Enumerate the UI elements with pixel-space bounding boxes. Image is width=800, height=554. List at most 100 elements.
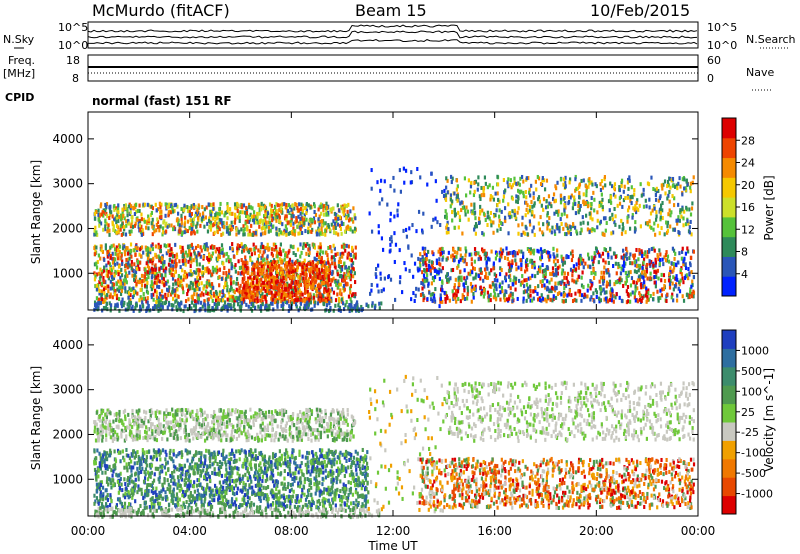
range-cell: [255, 275, 258, 280]
range-cell: [143, 274, 147, 279]
range-cell: [474, 216, 477, 221]
range-cell: [277, 251, 281, 256]
range-cell: [248, 290, 251, 295]
range-cell: [273, 247, 276, 252]
range-cell: [273, 285, 276, 290]
range-cell: [692, 275, 695, 280]
range-cell: [114, 229, 117, 234]
range-cell: [258, 270, 261, 275]
range-cell: [426, 297, 429, 302]
range-cell: [622, 283, 625, 288]
range-cell: [688, 294, 691, 299]
range-cell: [496, 174, 499, 179]
range-cell: [193, 309, 196, 314]
range-cell: [230, 220, 233, 225]
range-cell: [355, 308, 358, 313]
range-cell: [294, 281, 297, 286]
range-cell: [658, 261, 661, 266]
range-cell: [186, 253, 189, 258]
range-cell: [345, 243, 348, 248]
beam-title: Beam 15: [355, 1, 427, 20]
range-cell: [507, 262, 510, 267]
range-cell: [274, 288, 277, 293]
range-cell: [153, 229, 156, 234]
range-cell: [477, 274, 480, 279]
range-cell: [293, 206, 296, 211]
range-cell: [207, 304, 210, 309]
range-cell: [443, 214, 447, 219]
range-cell: [549, 254, 552, 259]
range-cell: [503, 255, 507, 260]
range-cell: [305, 267, 308, 272]
range-cell: [563, 271, 566, 276]
range-cell: [209, 209, 212, 214]
range-cell: [167, 203, 171, 208]
range-cell: [492, 220, 495, 225]
range-cell: [151, 217, 154, 222]
range-cell: [625, 256, 628, 261]
range-cell: [241, 265, 244, 270]
range-cell: [332, 243, 335, 248]
range-cell: [294, 288, 297, 293]
range-cell: [115, 224, 119, 229]
range-cell: [301, 210, 304, 215]
range-cell: [123, 252, 127, 257]
range-cell: [226, 306, 229, 311]
range-cell: [579, 231, 582, 236]
range-cell: [672, 227, 675, 232]
range-cell: [227, 255, 230, 260]
range-cell: [229, 288, 232, 293]
range-cell: [463, 288, 466, 293]
range-cell: [262, 226, 266, 231]
range-cell: [449, 276, 452, 281]
range-cell: [582, 200, 585, 205]
range-cell: [307, 293, 310, 298]
range-cell: [251, 298, 255, 303]
range-cell: [259, 306, 262, 311]
range-cell: [567, 254, 570, 259]
range-cell: [219, 201, 222, 206]
range-cell: [624, 230, 627, 235]
range-cell: [233, 265, 236, 270]
range-cell: [249, 257, 252, 262]
range-cell: [242, 228, 245, 233]
range-cell: [121, 261, 124, 266]
range-cell: [151, 232, 154, 237]
range-cell: [245, 302, 248, 307]
range-cell: [354, 252, 357, 257]
range-cell: [228, 231, 231, 236]
range-cell: [186, 219, 190, 224]
range-cell: [244, 255, 247, 260]
range-cell: [580, 227, 583, 232]
range-cell: [502, 198, 505, 203]
range-cell: [315, 264, 318, 269]
range-cell: [240, 202, 243, 207]
range-cell: [109, 305, 112, 310]
range-cell: [270, 285, 273, 290]
range-cell: [259, 298, 262, 303]
range-cell: [441, 280, 444, 285]
range-cell: [307, 221, 311, 226]
range-cell: [631, 212, 634, 217]
range-cell: [234, 269, 237, 274]
range-cell: [253, 220, 256, 225]
range-cell: [622, 189, 625, 194]
range-cell: [317, 217, 320, 222]
range-cell: [318, 222, 321, 227]
range-cell: [290, 265, 293, 270]
range-cell: [620, 218, 623, 223]
range-cell: [347, 265, 351, 270]
power-scatter: [93, 166, 696, 314]
range-cell: [260, 201, 263, 206]
range-cell: [117, 252, 120, 257]
range-cell: [147, 266, 151, 271]
range-cell: [116, 208, 119, 213]
range-cell: [112, 243, 115, 248]
freq-tick-low: 8: [72, 72, 79, 85]
range-cell: [252, 242, 255, 247]
range-cell: [560, 292, 563, 297]
range-cell: [163, 260, 166, 265]
range-cell: [270, 275, 273, 280]
range-cell: [552, 252, 555, 257]
range-cell: [100, 297, 104, 302]
